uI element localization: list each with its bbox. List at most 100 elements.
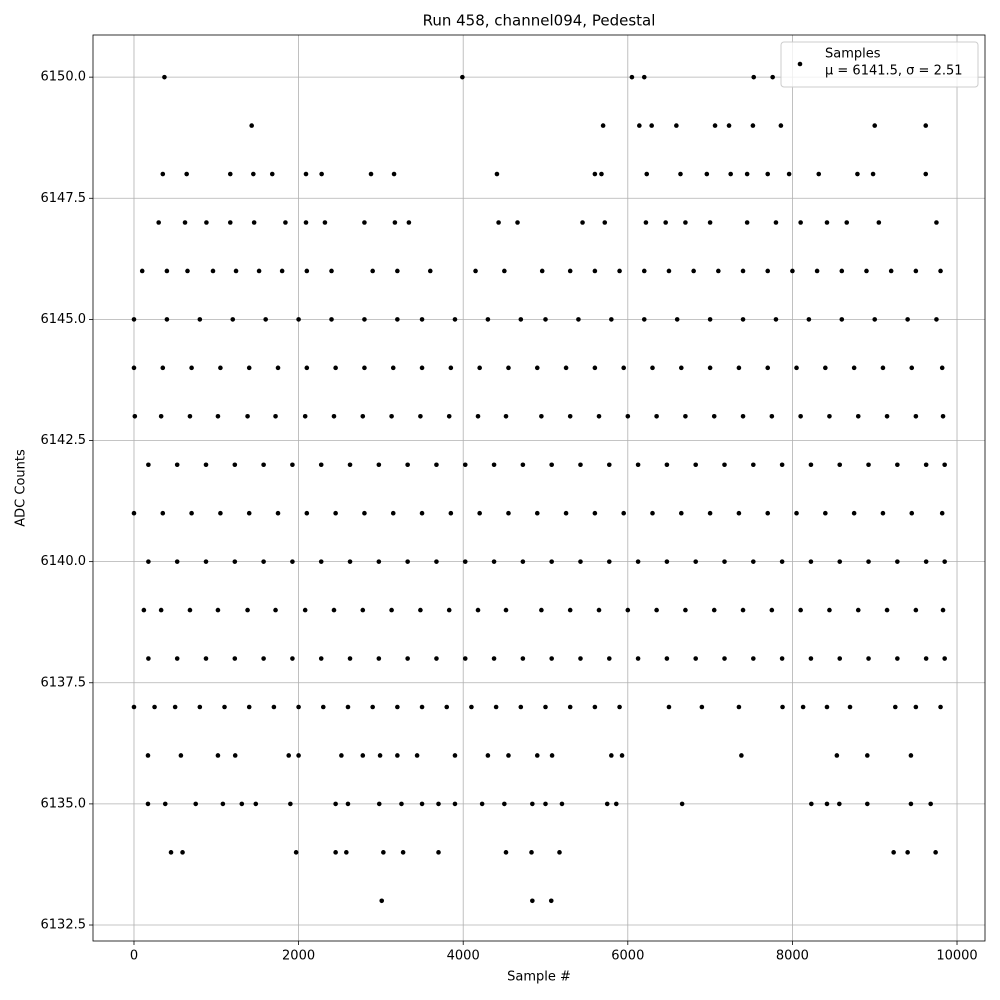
point <box>770 74 775 80</box>
point <box>362 510 367 516</box>
point <box>865 753 870 758</box>
point <box>418 607 423 613</box>
point <box>370 268 375 274</box>
point <box>872 123 878 128</box>
point <box>641 74 647 80</box>
point <box>707 220 713 225</box>
point <box>549 462 554 468</box>
point <box>744 171 750 177</box>
point <box>390 510 396 516</box>
point <box>884 607 890 613</box>
point <box>543 317 548 322</box>
point <box>678 171 683 177</box>
point <box>218 365 223 371</box>
point <box>390 365 396 371</box>
point <box>360 413 366 419</box>
point <box>549 753 555 758</box>
x-tick-label: 10000 <box>936 949 977 964</box>
point <box>938 268 943 274</box>
point <box>712 123 718 128</box>
point <box>139 268 145 274</box>
point <box>227 171 233 177</box>
point <box>613 801 619 807</box>
point <box>405 656 410 661</box>
x-tick-label: 4000 <box>447 949 480 964</box>
point <box>866 462 871 468</box>
point <box>808 656 814 661</box>
point <box>515 220 520 225</box>
legend-label: Samples <box>825 47 881 62</box>
point <box>377 753 383 758</box>
point <box>197 317 203 322</box>
point <box>360 607 366 613</box>
point <box>693 656 699 661</box>
point <box>261 559 266 564</box>
point <box>452 753 458 758</box>
point <box>395 753 400 758</box>
point <box>779 559 785 564</box>
point <box>493 704 499 710</box>
point <box>427 268 433 274</box>
point <box>650 510 655 516</box>
point <box>674 317 680 322</box>
point <box>722 462 727 468</box>
point <box>304 510 310 516</box>
point <box>736 365 742 371</box>
point <box>239 801 245 807</box>
point <box>271 704 277 710</box>
point <box>866 559 871 564</box>
point <box>296 753 301 758</box>
point <box>452 801 458 807</box>
legend-frame <box>780 41 979 88</box>
point <box>602 220 608 225</box>
point <box>934 317 939 322</box>
point <box>182 220 188 225</box>
y-axis-label: ADC Counts <box>14 449 29 527</box>
point <box>619 753 625 758</box>
point <box>837 462 843 468</box>
point <box>251 220 257 225</box>
point <box>707 317 713 322</box>
point <box>185 268 190 274</box>
point <box>491 656 497 661</box>
point <box>728 171 733 177</box>
point <box>933 850 938 855</box>
point <box>751 656 756 661</box>
point <box>389 607 394 613</box>
point <box>333 365 338 371</box>
point <box>539 413 544 419</box>
point <box>222 704 227 710</box>
point <box>543 704 548 710</box>
point <box>940 413 946 419</box>
point <box>131 704 137 710</box>
point <box>530 898 535 904</box>
point <box>273 607 278 613</box>
point <box>740 413 746 419</box>
point <box>837 656 843 661</box>
point <box>855 413 861 419</box>
point <box>534 753 540 758</box>
point <box>664 462 670 468</box>
point <box>246 704 252 710</box>
point <box>174 656 180 661</box>
point <box>872 317 878 322</box>
point <box>322 220 328 225</box>
point <box>479 801 485 807</box>
point <box>269 171 275 177</box>
point <box>347 656 353 661</box>
point <box>131 510 137 516</box>
point <box>629 74 635 80</box>
point <box>469 704 474 710</box>
point <box>816 171 822 177</box>
point <box>913 704 919 710</box>
y-tick-label: 6147.5 <box>41 191 87 206</box>
point <box>376 559 382 564</box>
point <box>800 704 806 710</box>
point <box>389 413 394 419</box>
point <box>663 220 668 225</box>
point <box>895 656 900 661</box>
point <box>599 171 604 177</box>
point <box>751 559 756 564</box>
point <box>892 704 898 710</box>
